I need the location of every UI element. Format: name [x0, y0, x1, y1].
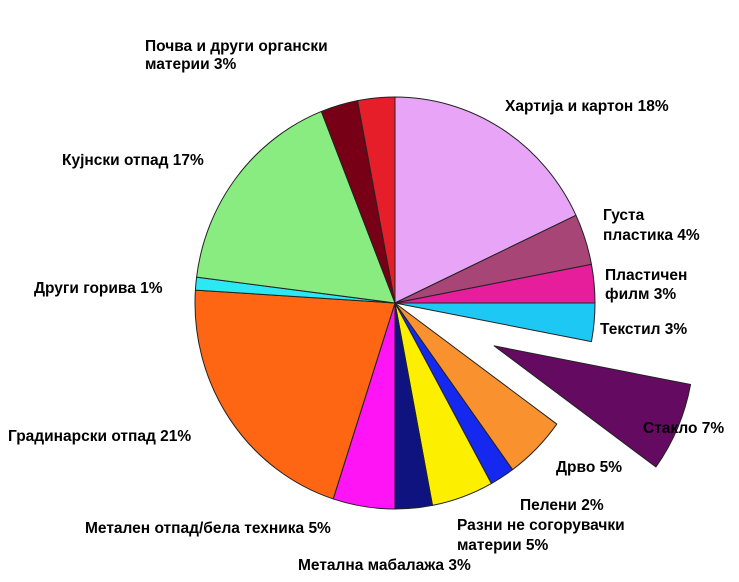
pie-slice-textile [394, 302, 596, 343]
slice-label-misc-line2: материи 5% [457, 537, 549, 554]
slice-label-metal-packaging: Метална мабалажа 3% [298, 557, 471, 574]
slice-label-film-line2: филм 3% [605, 286, 676, 303]
pie-slice-soil-organic-extra [357, 96, 396, 304]
slice-label-paper: Хартија и картон 18% [505, 98, 669, 115]
slice-label-misc-line1: Разни не согорувачки [457, 517, 625, 534]
slice-label-textile: Текстил 3% [600, 321, 687, 338]
slice-label-glass: Стакло 7% [643, 420, 724, 437]
slice-label-wood: Дрво 5% [556, 459, 622, 476]
slice-label-other-fuels: Други горива 1% [34, 280, 163, 297]
slice-label-soil-line2: материи 3% [145, 56, 237, 73]
slice-label-kitchen: Кујнски отпад 17% [62, 152, 204, 169]
pie-slice-paper [394, 96, 577, 304]
slice-label-garden: Градинарски отпад 21% [8, 428, 191, 445]
pie-slice-glass [493, 345, 692, 468]
slice-label-dense-plastic-line2: пластика 4% [603, 227, 700, 244]
pie-slice-kitchen [196, 110, 396, 304]
slice-label-dense-plastic-line1: Густа [603, 207, 645, 224]
slice-label-film-line1: Пластичен [605, 267, 687, 284]
slice-label-diapers: Пелени 2% [520, 497, 604, 514]
slice-label-soil-line1: Почва и други органски [145, 38, 328, 55]
pie-slice-garden [194, 289, 396, 500]
slices-layer [194, 96, 692, 510]
slice-label-metal-waste: Метален отпад/бела техника 5% [85, 520, 331, 537]
